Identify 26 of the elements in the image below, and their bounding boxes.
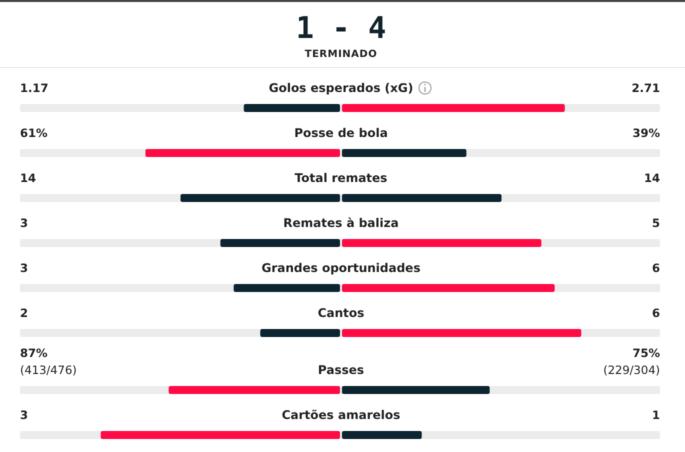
data-label: 6 bbox=[652, 306, 660, 320]
data-label: 3 bbox=[20, 216, 28, 230]
category-label: Grandes oportunidades bbox=[262, 261, 420, 275]
data-label: 1 bbox=[652, 408, 660, 422]
data-label: 87% (413/476) bbox=[20, 346, 77, 377]
data-label: 14 bbox=[20, 171, 36, 185]
data-label: 6 bbox=[652, 261, 660, 275]
category-label: Golos esperados (xG) bbox=[268, 81, 414, 95]
category-label: Passes bbox=[318, 363, 364, 377]
text: TERMINADO bbox=[304, 49, 378, 60]
data-label: 61% bbox=[20, 126, 48, 140]
category-label: Cartões amarelos bbox=[282, 408, 400, 422]
category-label: Posse de bola bbox=[294, 126, 388, 140]
data-label: 1.17 bbox=[20, 81, 48, 95]
data-label: 3 bbox=[20, 261, 28, 275]
data-label: 2.71 bbox=[632, 81, 660, 95]
category-label: Cantos bbox=[318, 306, 364, 320]
text: 1 - 4 bbox=[296, 11, 386, 46]
data-label: 5 bbox=[652, 216, 660, 230]
data-label: 14 bbox=[644, 171, 660, 185]
data-label: 75% (229/304) bbox=[603, 346, 660, 377]
data-label: 39% bbox=[632, 126, 660, 140]
category-label: Total remates bbox=[294, 171, 388, 185]
category-label: Remates à baliza bbox=[283, 216, 399, 230]
data-label: 3 bbox=[20, 408, 28, 422]
data-label: 2 bbox=[20, 306, 28, 320]
